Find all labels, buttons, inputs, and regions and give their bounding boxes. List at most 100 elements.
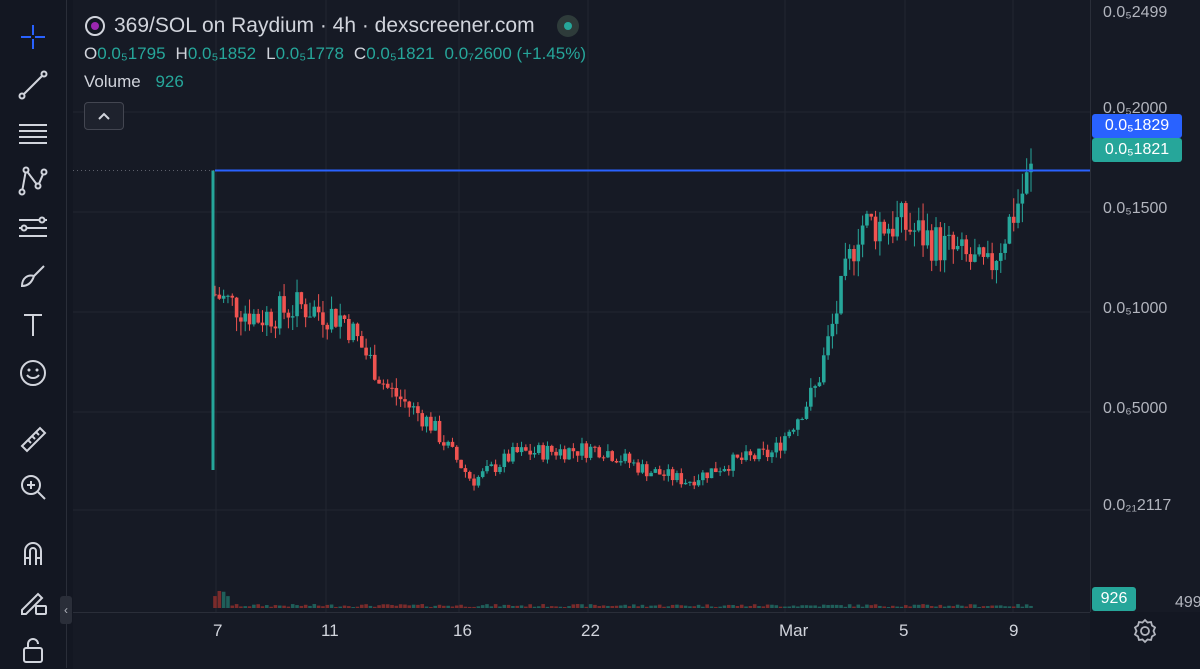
magnet-icon[interactable] xyxy=(14,534,52,572)
volume-bar xyxy=(748,605,753,608)
high-price-label: 0.0₅1829 xyxy=(1092,114,1182,138)
candle-body xyxy=(221,295,226,299)
candle-body xyxy=(938,227,943,261)
chart-area[interactable] xyxy=(73,0,1090,612)
volume-bar xyxy=(368,605,373,608)
volume-bar xyxy=(873,604,878,608)
candle-body xyxy=(908,229,912,232)
candle-body xyxy=(485,465,489,472)
volume-bar xyxy=(860,606,865,608)
volume-bar xyxy=(726,604,731,608)
candle-body xyxy=(472,478,476,486)
volume-bar xyxy=(308,605,312,608)
volume-bar xyxy=(442,605,446,608)
candle-body xyxy=(666,469,671,476)
candle-body xyxy=(403,399,407,402)
volume-price-label: 926 xyxy=(1092,587,1136,611)
candle-body xyxy=(260,322,265,326)
volume-bar xyxy=(597,606,602,608)
candle-body xyxy=(480,471,485,477)
volume-bar xyxy=(714,606,718,608)
volume-bar xyxy=(588,604,593,608)
candle-body xyxy=(774,442,779,453)
candle-body xyxy=(407,401,412,408)
time-tick-label: 7 xyxy=(213,621,223,640)
time-tick-label: 9 xyxy=(1009,621,1019,640)
candle-body xyxy=(981,247,986,257)
pattern-icon[interactable] xyxy=(14,162,52,200)
volume-bar xyxy=(480,605,485,608)
candle-body xyxy=(718,471,722,473)
candle-body xyxy=(329,308,334,330)
candle-body xyxy=(325,324,330,330)
volume-bar xyxy=(247,606,252,608)
candlestick-chart[interactable] xyxy=(73,0,1090,612)
fib-icon[interactable] xyxy=(14,210,52,248)
lock-icon[interactable] xyxy=(14,630,52,668)
horizontal-lines-icon[interactable] xyxy=(14,114,52,152)
candle-body xyxy=(467,471,472,479)
volume-bar xyxy=(739,604,744,608)
volume-bar xyxy=(830,604,835,608)
candle-body xyxy=(359,336,364,348)
price-axis[interactable]: 0.0₅2499 0.0₅2000 0.0₅1500 0.0₅1000 0.0₆5000… xyxy=(1090,0,1200,612)
emoji-icon[interactable] xyxy=(14,354,52,392)
ruler-icon[interactable] xyxy=(14,420,52,458)
candle-body xyxy=(252,313,256,325)
candle-body xyxy=(761,448,766,450)
volume-bar xyxy=(709,606,714,608)
candle-body xyxy=(593,446,597,448)
candle-body xyxy=(338,315,343,327)
crosshair-icon[interactable] xyxy=(14,18,52,56)
volume-bar xyxy=(1029,605,1033,608)
volume-bar xyxy=(403,604,407,608)
volume-bar xyxy=(571,604,576,608)
candle-body xyxy=(886,228,891,234)
candle-body xyxy=(843,258,848,276)
volume-bar xyxy=(912,604,917,608)
collapse-legend-button[interactable] xyxy=(84,102,124,130)
volume-bar xyxy=(735,606,740,608)
candle-body xyxy=(532,453,537,455)
time-axis[interactable]: 7 11 16 22 Mar 5 9 xyxy=(73,612,1090,669)
volume-bar xyxy=(977,606,981,608)
volume-bar xyxy=(821,604,826,608)
volume-bar xyxy=(485,604,489,608)
token-logo-icon xyxy=(85,16,105,36)
candle-body xyxy=(644,464,649,477)
volume-bar xyxy=(938,604,943,608)
volume-bar xyxy=(614,605,619,608)
volume-bar xyxy=(990,605,994,608)
settings-gear-icon[interactable] xyxy=(1131,617,1159,645)
lock-pencil-icon[interactable] xyxy=(14,582,52,620)
candle-body xyxy=(381,383,386,385)
time-tick-label: 16 xyxy=(453,621,472,640)
candle-body xyxy=(709,468,714,479)
drawing-toolbar xyxy=(0,0,67,668)
candle-body xyxy=(649,472,653,477)
candle-body xyxy=(722,469,727,472)
text-icon[interactable] xyxy=(14,306,52,344)
volume-bar xyxy=(562,606,567,608)
brush-icon[interactable] xyxy=(14,258,52,296)
candle-body xyxy=(916,220,921,231)
zoom-in-icon[interactable] xyxy=(14,468,52,506)
toolbar-collapse-handle[interactable]: ‹ xyxy=(60,596,72,624)
volume-bar xyxy=(960,605,964,608)
volume-bar xyxy=(903,605,908,608)
volume-bar xyxy=(372,606,377,608)
candle-body xyxy=(1011,216,1016,223)
candle-body xyxy=(226,295,230,297)
volume-bar xyxy=(567,606,571,608)
trend-line-icon[interactable] xyxy=(14,66,52,104)
candle-body xyxy=(269,311,273,327)
volume-bar xyxy=(532,606,537,608)
candle-body xyxy=(830,323,835,337)
candle-body xyxy=(394,388,399,397)
candle-body xyxy=(998,252,1003,261)
volume-bar xyxy=(385,604,390,608)
volume-bar xyxy=(286,606,291,608)
volume-bar xyxy=(692,606,697,608)
volume-bar xyxy=(407,605,412,608)
volume-bar xyxy=(925,604,930,608)
